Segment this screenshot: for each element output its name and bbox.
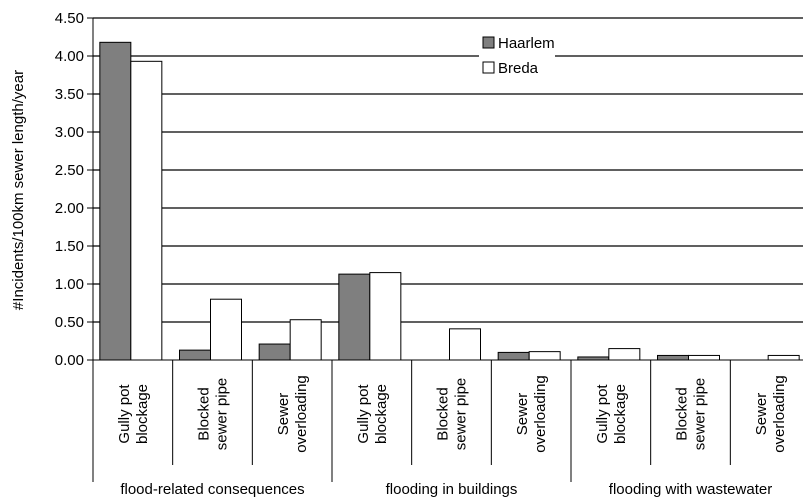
y-axis-label: #Incidents/100km sewer length/year [10, 70, 27, 310]
category-label: sewer pipe [692, 378, 709, 451]
group-label: flood-related consequences [120, 481, 304, 498]
y-tick-label: 2.00 [55, 200, 84, 217]
category-labels: Gully pot blockage Blocked sewer pipe Sewer o… [116, 375, 788, 453]
category-label: Blocked [435, 387, 452, 440]
category-label: overloading [771, 375, 788, 453]
bar-breda [369, 272, 402, 361]
bar-breda [210, 298, 242, 361]
bar-haarlem [497, 351, 530, 361]
category-label: Gully pot [594, 384, 611, 444]
category-label: Sewer [514, 393, 531, 436]
bar-haarlem [99, 41, 132, 361]
category-label: Blocked [674, 387, 691, 440]
y-tick-label: 1.50 [55, 238, 84, 255]
group-labels: flood-related consequences flooding in bu… [120, 481, 772, 498]
legend: Haarlem Breda [479, 26, 555, 86]
y-tick-label: 2.50 [55, 162, 84, 179]
bar-haarlem [657, 354, 689, 361]
bar-haarlem [179, 349, 211, 361]
bar-breda [608, 348, 641, 361]
category-label: sewer pipe [453, 378, 470, 451]
category-label: blockage [134, 384, 151, 444]
bar-breda [767, 354, 800, 361]
y-tick-label: 4.00 [55, 48, 84, 65]
y-tick-labels: 0.00 0.50 1.00 1.50 2.00 2.50 3.00 3.50 4.00 4.50 [55, 10, 84, 369]
legend-swatch-haarlem [482, 36, 495, 49]
bar-breda [130, 60, 163, 361]
y-tick-label: 4.50 [55, 10, 84, 27]
category-label: Sewer [753, 393, 770, 436]
group-label: flooding with wastewater [609, 481, 772, 498]
axes [87, 17, 803, 482]
bar-haarlem [338, 273, 371, 361]
category-label: sewer pipe [214, 378, 231, 451]
y-tick-label: 0.50 [55, 314, 84, 331]
category-label: overloading [293, 375, 310, 453]
bars [99, 41, 800, 361]
category-label: blockage [612, 384, 629, 444]
legend-label: Haarlem [498, 35, 555, 52]
bar-breda [449, 328, 481, 361]
category-label: Sewer [275, 393, 292, 436]
y-tick-label: 3.50 [55, 86, 84, 103]
gridlines [93, 17, 803, 323]
y-tick-label: 3.00 [55, 124, 84, 141]
bar-breda [688, 354, 720, 361]
bar-breda [528, 351, 561, 361]
category-label: Gully pot [116, 384, 133, 444]
category-label: Gully pot [355, 384, 372, 444]
category-label: blockage [373, 384, 390, 444]
y-tick-label: 0.00 [55, 352, 84, 369]
category-label: Blocked [196, 387, 213, 440]
bar-breda [289, 319, 322, 361]
group-label: flooding in buildings [386, 481, 518, 498]
legend-box [479, 26, 555, 86]
legend-label: Breda [498, 60, 539, 77]
y-tick-label: 1.00 [55, 276, 84, 293]
bar-haarlem [258, 343, 291, 361]
category-label: overloading [532, 375, 549, 453]
legend-swatch-breda [482, 61, 495, 74]
